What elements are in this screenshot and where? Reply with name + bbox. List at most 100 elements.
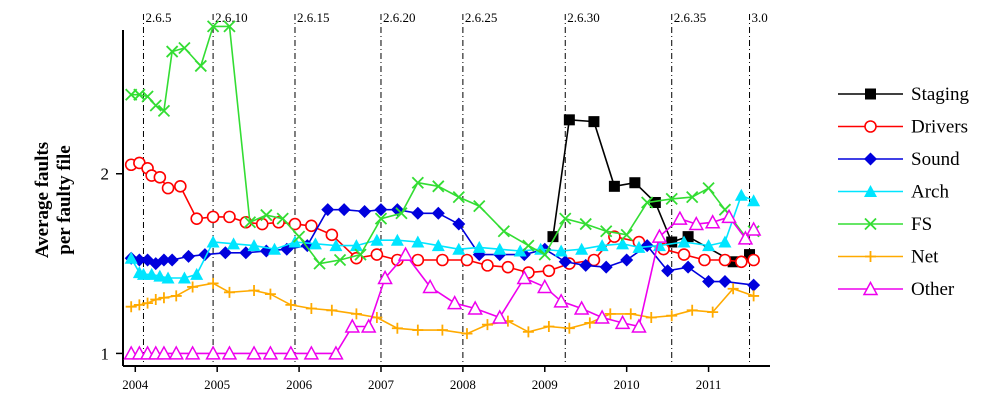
legend-label-sound: Sound [911,149,960,170]
data-point-sound [182,249,196,263]
x-tick-label: 2005 [204,377,230,392]
data-point-drivers [153,171,167,184]
data-point-other [205,345,221,360]
data-point-fs [313,257,326,270]
data-point-net [481,319,493,331]
legend-item-sound: Sound [838,149,960,170]
x-tick-label: 2011 [696,377,722,392]
data-point-staging [666,236,678,248]
data-point-fs [411,176,424,189]
data-point-other [422,278,438,294]
legend-item-fs: FS [838,214,932,235]
data-point-fs [260,208,273,222]
data-point-sound [411,206,425,220]
data-point-net [543,320,555,332]
version-label: 2.6.15 [297,10,330,25]
data-point-net [584,317,596,329]
data-point-arch [677,235,691,248]
data-point-fs [620,228,633,241]
data-point-sound [702,275,716,289]
data-point-net [436,324,448,336]
data-point-arch [411,235,425,248]
data-point-other [328,345,344,360]
x-tick-label: 2006 [286,377,313,392]
data-point-net [412,324,424,336]
data-point-arch [595,239,609,252]
y-axis-title: Average faults per faulty file [32,142,75,258]
data-point-arch [247,239,261,252]
version-label: 3.0 [752,10,768,25]
data-point-fs [600,225,613,238]
data-point-arch [616,237,630,250]
data-point-sound [157,253,171,267]
data-point-sound [452,217,466,231]
data-point-arch [734,188,748,201]
data-point-sound [321,203,335,217]
data-point-fs [166,45,179,58]
data-point-drivers [288,217,302,231]
axis-ticks: 2004 2005 2006 2007 2008 2009 2010 2011 1 2 [101,165,722,392]
data-point-net [305,303,317,315]
data-point-other [360,318,377,333]
data-point-arch [575,242,589,255]
legend-marker-fs [864,217,877,231]
data-point-fs [452,190,465,204]
data-point-fs [665,192,678,206]
data-point-other [467,300,483,315]
data-point-net [158,292,170,304]
data-point-fs [432,180,445,193]
data-point-other [631,318,647,333]
x-tick-label: 2004 [122,377,149,392]
data-point-sound [718,275,732,289]
legend-marker-other [862,280,879,296]
series-sound [124,203,761,292]
data-point-staging [563,114,575,126]
data-point-drivers [698,253,711,267]
data-point-other [573,300,590,315]
data-point-fs [374,212,388,225]
y-axis-title-line-2: per faulty file [54,145,75,254]
legend-marker-drivers [864,120,877,133]
legend-item-other: Other [838,279,955,300]
data-point-drivers [542,264,556,278]
data-point-net [748,290,760,302]
series-line-fs [131,25,755,265]
data-point-drivers [206,210,220,224]
data-point-arch [161,271,175,284]
data-point-sound [620,253,634,267]
data-point-net [170,290,182,302]
data-point-arch [431,239,445,252]
data-point-arch [145,267,159,280]
data-point-drivers [305,219,318,233]
data-point-drivers [735,255,748,269]
data-point-fs [473,199,486,213]
data-point-net [264,288,276,300]
data-point-net [223,286,235,298]
data-point-net [142,297,154,309]
data-point-net [133,299,145,311]
data-point-other [344,318,361,333]
series-line-staging [552,118,750,263]
data-point-other [246,345,262,360]
data-point-net [522,326,534,338]
data-point-arch [702,239,716,252]
data-point-net [326,304,338,316]
data-point-staging [608,180,620,192]
x-tick-label: 2009 [532,377,558,392]
version-label: 2.6.5 [145,10,171,25]
data-point-arch [206,235,220,248]
data-point-other [184,345,201,360]
data-point-other [537,278,553,294]
data-point-arch [329,239,343,252]
data-point-sound [218,246,232,260]
data-point-net [187,281,199,293]
data-point-fs [292,230,306,243]
data-point-drivers [325,228,339,242]
data-point-drivers [747,253,760,267]
data-point-sound [579,258,593,272]
data-point-other [221,345,238,360]
data-point-fs [522,239,535,252]
data-point-net [727,283,739,295]
data-point-fs [702,181,715,195]
data-point-staging [682,231,694,243]
